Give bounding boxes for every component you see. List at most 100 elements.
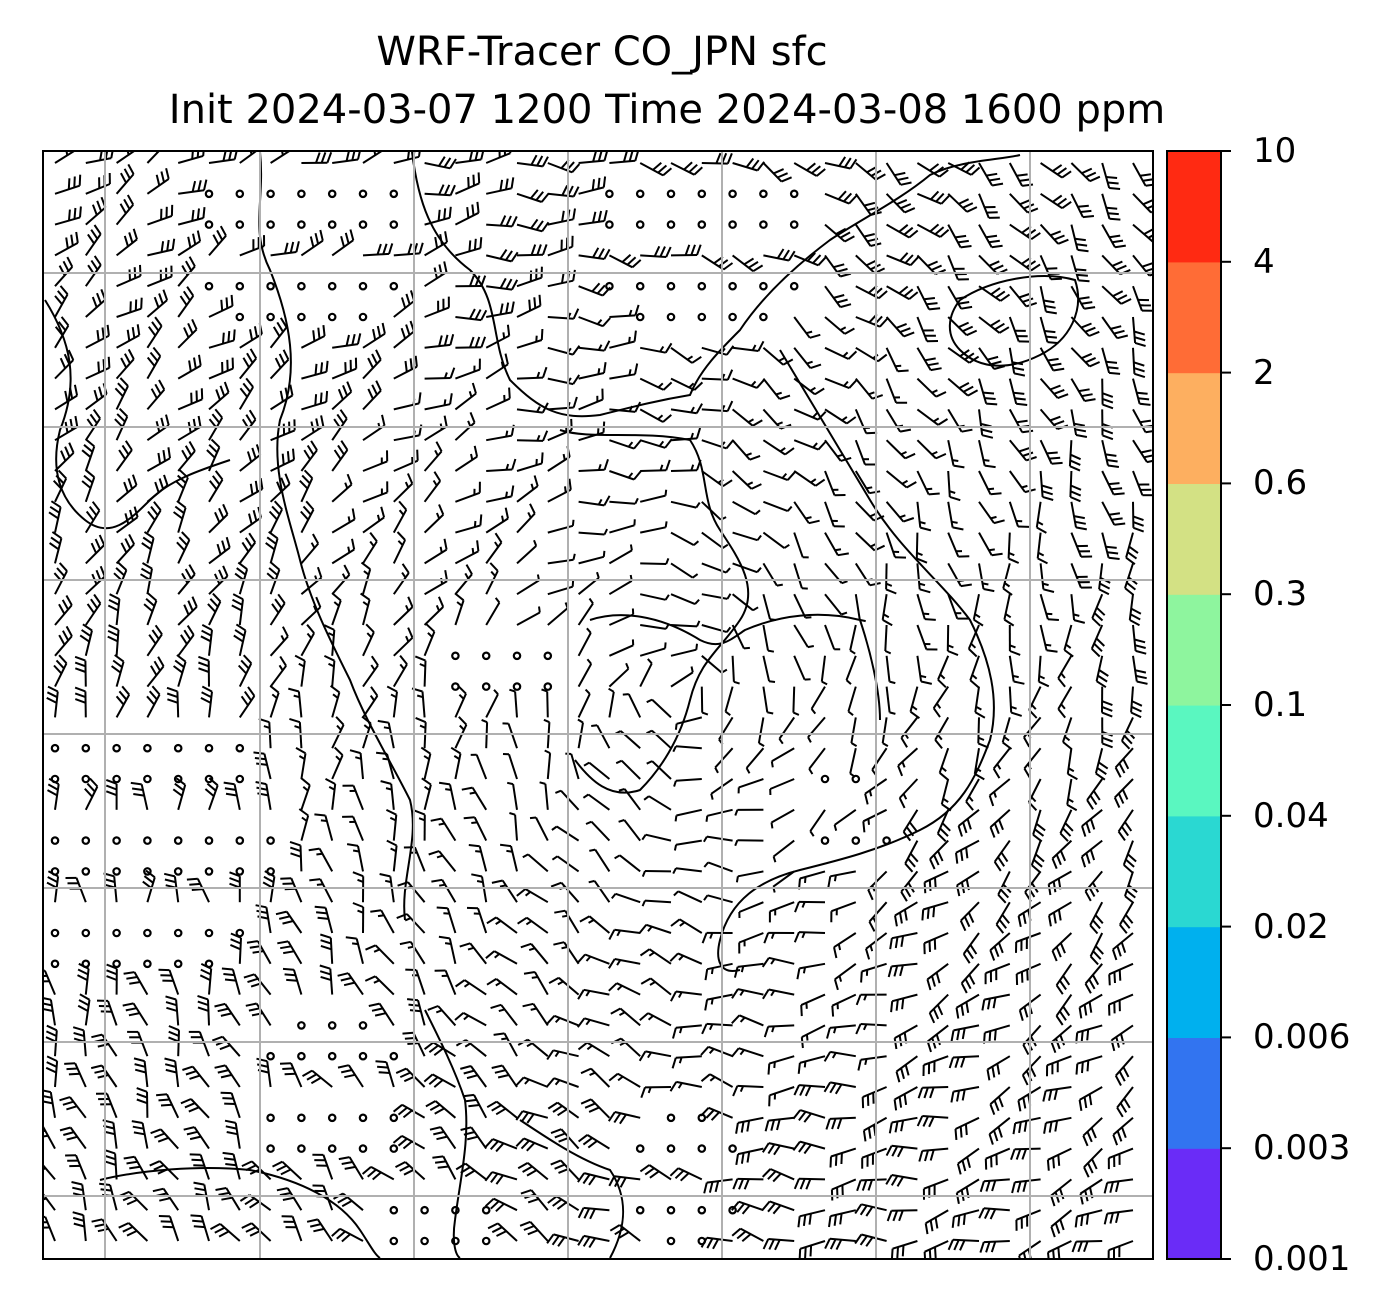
- calm-wind-marker: [789, 220, 799, 229]
- wind-barb: [1070, 532, 1093, 558]
- wind-barb: [393, 473, 414, 503]
- wind-barb: [146, 346, 162, 380]
- wind-barb: [1050, 1209, 1073, 1238]
- wind-barb: [916, 593, 936, 621]
- wind-barb: [486, 458, 517, 472]
- wind-barb: [276, 1187, 303, 1211]
- wind-barb: [734, 808, 764, 816]
- wind-barb: [701, 593, 732, 600]
- wind-barb: [1069, 470, 1082, 503]
- wind-barb: [886, 223, 919, 239]
- wind-barb: [732, 562, 762, 574]
- wind-barb: [1039, 563, 1055, 593]
- wind-barb: [516, 475, 539, 503]
- wind-barb: [762, 686, 774, 715]
- wind-barb: [824, 377, 858, 390]
- wind-barb: [885, 532, 907, 559]
- wind-barb: [177, 625, 195, 657]
- wind-barb: [921, 901, 949, 921]
- wind-barb: [793, 316, 821, 339]
- wind-barb: [48, 500, 62, 533]
- map-frame: [42, 150, 1154, 1260]
- calm-wind-marker: [358, 189, 368, 199]
- wind-barb: [424, 334, 455, 349]
- wind-barb: [847, 686, 857, 716]
- wind-barb: [486, 215, 518, 228]
- wind-barb: [146, 316, 163, 349]
- wind-barb: [1003, 593, 1015, 627]
- wind-barb: [1055, 963, 1073, 995]
- wind-barb: [462, 1093, 488, 1119]
- wind-barb: [455, 336, 487, 349]
- wind-barb: [824, 1237, 856, 1251]
- calm-wind-marker: [235, 836, 245, 845]
- wind-barb: [1002, 563, 1013, 596]
- wind-barb: [981, 993, 1010, 1011]
- wind-barb: [385, 809, 398, 841]
- wind-barb: [640, 245, 672, 258]
- calm-wind-marker: [266, 220, 275, 229]
- wind-barb: [936, 809, 951, 843]
- calm-wind-marker: [327, 220, 337, 229]
- wind-barb: [319, 964, 334, 995]
- wind-barb: [1078, 1086, 1103, 1111]
- wind-barb: [638, 923, 672, 934]
- wind-barb: [77, 993, 91, 1026]
- calm-wind-marker: [266, 189, 275, 199]
- calm-wind-marker: [204, 928, 214, 938]
- wind-barb: [922, 1055, 949, 1077]
- coastline-hokkaido: [948, 275, 1080, 367]
- wind-barb: [808, 747, 826, 775]
- calm-wind-marker: [143, 774, 152, 784]
- calm-wind-marker: [666, 1144, 676, 1153]
- wind-barb: [854, 439, 876, 466]
- wind-barb: [640, 977, 672, 996]
- calm-wind-marker: [635, 220, 645, 229]
- wind-barb: [828, 1209, 857, 1228]
- calm-wind-marker: [728, 312, 737, 322]
- wind-barb: [115, 194, 135, 226]
- wind-barb: [1070, 224, 1089, 253]
- wind-barb: [320, 933, 334, 964]
- wind-barb: [379, 873, 395, 903]
- wind-barb: [346, 843, 364, 872]
- colorbar-segment: [1167, 815, 1221, 928]
- wind-barb: [393, 627, 414, 657]
- wind-barb: [484, 1138, 518, 1153]
- wind-barb: [1132, 501, 1145, 533]
- wind-barb: [54, 595, 73, 626]
- wind-barb: [77, 962, 90, 995]
- wind-barb: [243, 973, 272, 996]
- wind-barb: [578, 247, 611, 260]
- map-title-line-2: Init 2024-03-07 1200 Time 2024-03-08 160…: [168, 87, 1166, 133]
- wind-barb: [700, 1106, 733, 1121]
- wind-barb: [1011, 1178, 1041, 1194]
- wind-barb: [778, 716, 796, 745]
- wind-barb: [954, 1116, 980, 1140]
- wind-barb: [105, 778, 118, 810]
- wind-barb: [1125, 532, 1139, 566]
- wind-barb: [485, 689, 499, 718]
- wind-barb: [269, 685, 280, 718]
- wind-barb: [861, 1086, 887, 1109]
- wind-barb: [890, 993, 918, 1013]
- calm-wind-marker: [204, 743, 214, 753]
- wind-barb: [434, 969, 457, 995]
- wind-barb: [455, 358, 481, 380]
- calm-wind-marker: [327, 1021, 337, 1030]
- wind-barb: [639, 162, 673, 177]
- wind-barb: [54, 256, 74, 287]
- wind-barb: [670, 500, 701, 509]
- wind-barb: [1009, 285, 1038, 308]
- wind-barb: [166, 686, 180, 718]
- wind-barb: [115, 474, 138, 503]
- wind-barb: [884, 624, 892, 655]
- calm-wind-marker: [635, 312, 645, 322]
- wind-barb: [1075, 1055, 1103, 1075]
- wind-barb: [487, 1222, 518, 1242]
- wind-barb: [177, 441, 196, 472]
- calm-wind-marker: [327, 1051, 337, 1061]
- wind-barb: [885, 563, 897, 595]
- wind-barb: [364, 975, 395, 996]
- wind-barb: [541, 688, 549, 718]
